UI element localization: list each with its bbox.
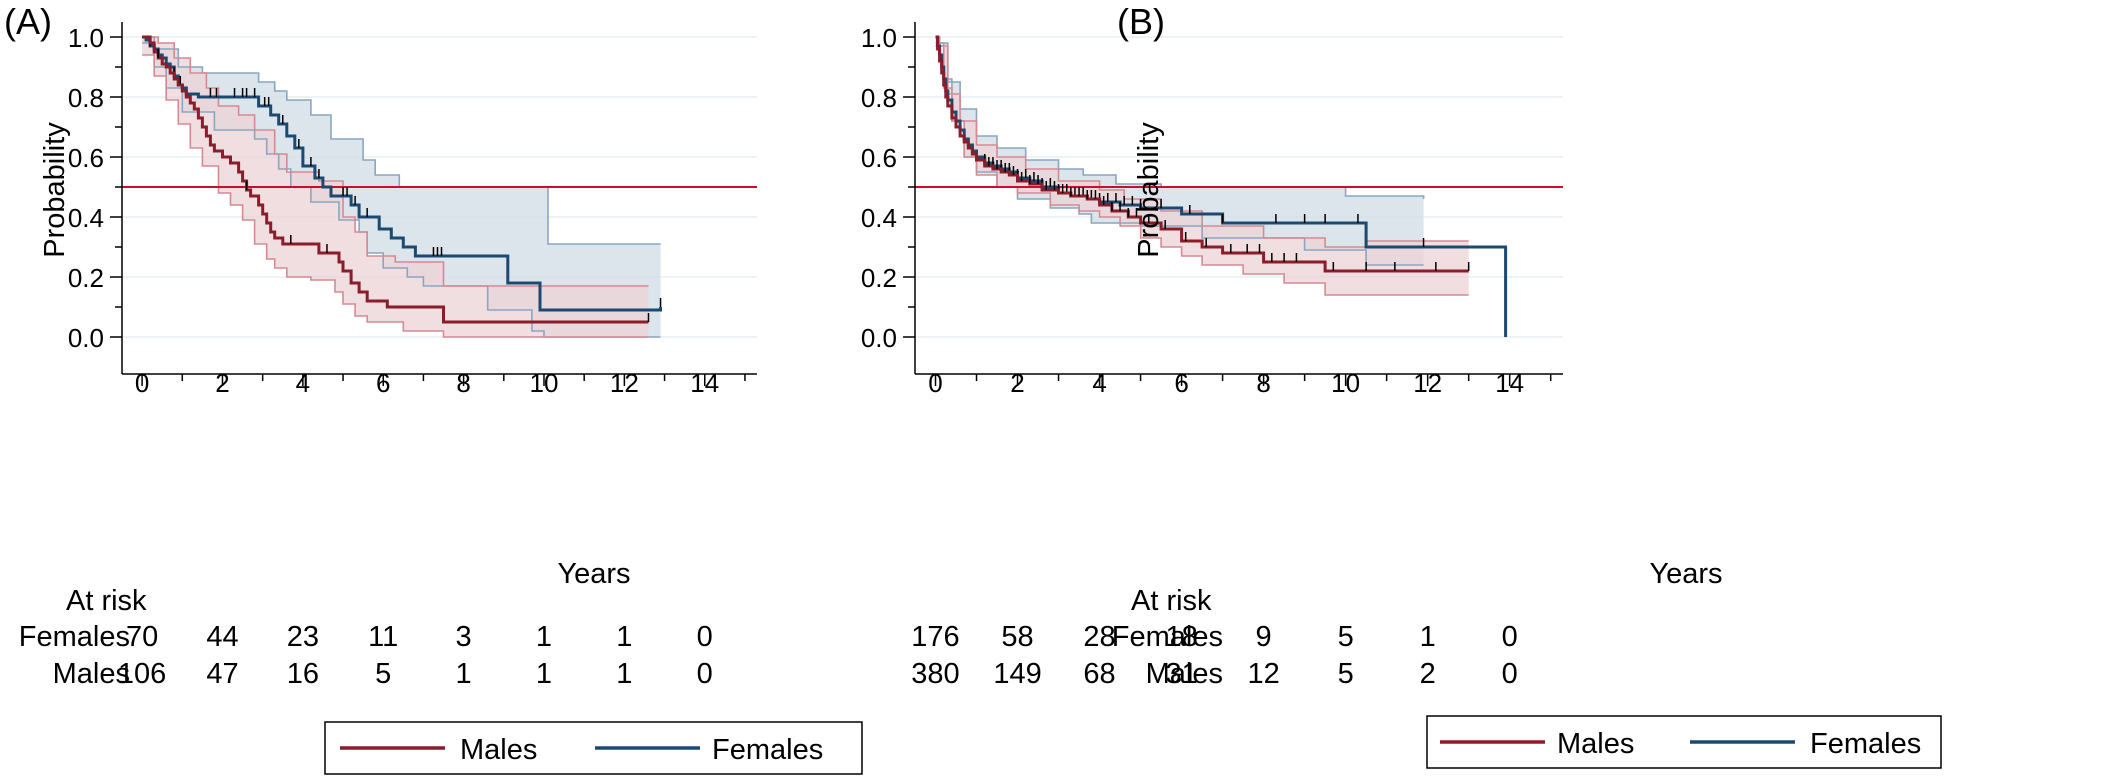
panel-label-b: (B) [1117, 1, 1165, 42]
at-risk-count-females-b: 0 [1502, 621, 1518, 653]
at-risk-count-males-a: 106 [118, 658, 166, 690]
at-risk-count-males-b: 5 [1338, 658, 1354, 690]
at-risk-count-females-b: 28 [1083, 621, 1115, 653]
at-risk-count-males-b: 12 [1247, 658, 1279, 690]
at-risk-title-b: At risk [1131, 585, 1212, 617]
legend-label-females-a: Females [712, 734, 823, 766]
y-tick-label-a: 1.0 [68, 23, 104, 53]
at-risk-count-males-a: 1 [616, 658, 632, 690]
y-tick-label-a: 0.2 [68, 263, 104, 293]
legend-box-b [1426, 715, 1942, 769]
at-risk-count-males-b: 68 [1083, 658, 1115, 690]
legend-label-males-a: Males [460, 734, 537, 766]
panel-label-a: (A) [4, 1, 52, 42]
at-risk-count-males-b: 2 [1420, 658, 1436, 690]
at-risk-count-females-b: 1 [1420, 621, 1436, 653]
y-tick-label-a: 0.0 [68, 323, 104, 353]
at-risk-count-males-b: 31 [1165, 658, 1197, 690]
x-tick-label-a: 12 [610, 368, 639, 398]
ci-upper-line-males-a [142, 36, 649, 287]
at-risk-count-females-b: 9 [1256, 621, 1272, 653]
y-tick-label-b: 1.0 [861, 23, 897, 53]
at-risk-count-males-b: 0 [1502, 658, 1518, 690]
km-curve-males-a [142, 35, 649, 324]
legend-a: Males Females [324, 721, 863, 775]
x-tick-label-b: 4 [1092, 368, 1106, 398]
ci-upper-line-males-b [935, 36, 1469, 248]
at-risk-count-females-a: 70 [126, 621, 158, 653]
ci-lower-line-males-a [142, 54, 649, 338]
at-risk-count-females-a: 1 [616, 621, 632, 653]
at-risk-label-females-b: Females [1112, 621, 1223, 653]
x-tick-label-a: 8 [456, 368, 470, 398]
x-tick-label-b: 0 [928, 368, 942, 398]
legend-b: Males Females [1426, 715, 1942, 769]
y-tick-label-a: 0.4 [68, 203, 104, 233]
legend-label-females-b: Females [1810, 728, 1921, 760]
at-risk-count-females-b: 5 [1338, 621, 1354, 653]
at-risk-count-females-a: 3 [456, 621, 472, 653]
x-tick-label-b: 6 [1174, 368, 1188, 398]
y-tick-label-b: 0.6 [861, 143, 897, 173]
x-tick-label-a: 6 [376, 368, 390, 398]
plot-area-b: 0.0 0.2 0.4 0.6 0.8 1.0 0 2 4 6 8 10 12 14 [861, 22, 1563, 398]
at-risk-count-males-a: 1 [456, 658, 472, 690]
panel-b: 0.00.20.40.60.81.00 2 4 6 8 10 12 14 (B) Probab… [861, 1, 1942, 769]
y-tick-label-b: 0.2 [861, 263, 897, 293]
at-risk-label-females-a: Females [19, 621, 130, 653]
y-axis-title-a: Probability [39, 122, 71, 258]
x-tick-label-b: 12 [1413, 368, 1442, 398]
x-tick-label-b: 10 [1331, 368, 1360, 398]
x-axis-title-b: Years [1649, 558, 1722, 590]
at-risk-label-males-a: Males [53, 658, 130, 690]
at-risk-title-a: At risk [66, 585, 147, 617]
plot-area-a: 0.0 0.2 0.4 0.6 0.8 1.0 0 2 4 6 8 10 12 14 [68, 22, 757, 398]
x-axis-title-a: Years [557, 558, 630, 590]
y-axis-title-b: Probability [1133, 122, 1165, 258]
at-risk-count-males-a: 5 [375, 658, 391, 690]
at-risk-count-females-a: 23 [287, 621, 319, 653]
at-risk-count-females-a: 1 [536, 621, 552, 653]
ci-lower-line-males-b [935, 45, 1469, 296]
at-risk-count-males-b: 149 [993, 658, 1041, 690]
at-risk-count-males-a: 16 [287, 658, 319, 690]
legend-label-males-b: Males [1557, 728, 1634, 760]
y-tick-label-b: 0.8 [861, 83, 897, 113]
panel-a: 0.00.20.40.60.81.00 2 4 6 8 10 12 14 (A) Probab… [4, 1, 863, 775]
at-risk-count-females-a: 0 [697, 621, 713, 653]
y-tick-label-b: 0.4 [861, 203, 897, 233]
at-risk-label-males-b: Males [1146, 658, 1223, 690]
at-risk-count-females-b: 58 [1001, 621, 1033, 653]
y-tick-label-a: 0.6 [68, 143, 104, 173]
at-risk-count-males-a: 47 [206, 658, 238, 690]
x-tick-label-b: 2 [1010, 368, 1024, 398]
at-risk-count-females-b: 18 [1165, 621, 1197, 653]
at-risk-count-females-a: 44 [206, 621, 238, 653]
x-tick-label-a: 2 [215, 368, 229, 398]
at-risk-count-females-b: 176 [911, 621, 959, 653]
y-tick-label-a: 0.8 [68, 83, 104, 113]
x-tick-label-a: 10 [530, 368, 559, 398]
x-tick-label-a: 0 [135, 368, 149, 398]
km-curve-males-b [935, 35, 1469, 273]
x-tick-label-a: 4 [296, 368, 310, 398]
at-risk-count-males-a: 0 [697, 658, 713, 690]
x-tick-label-b: 8 [1256, 368, 1270, 398]
at-risk-count-females-a: 11 [368, 621, 398, 653]
at-risk-count-males-a: 1 [536, 658, 552, 690]
at-risk-count-males-b: 380 [911, 658, 959, 690]
y-tick-label-b: 0.0 [861, 323, 897, 353]
x-tick-label-a: 14 [690, 368, 719, 398]
x-tick-label-b: 14 [1495, 368, 1524, 398]
